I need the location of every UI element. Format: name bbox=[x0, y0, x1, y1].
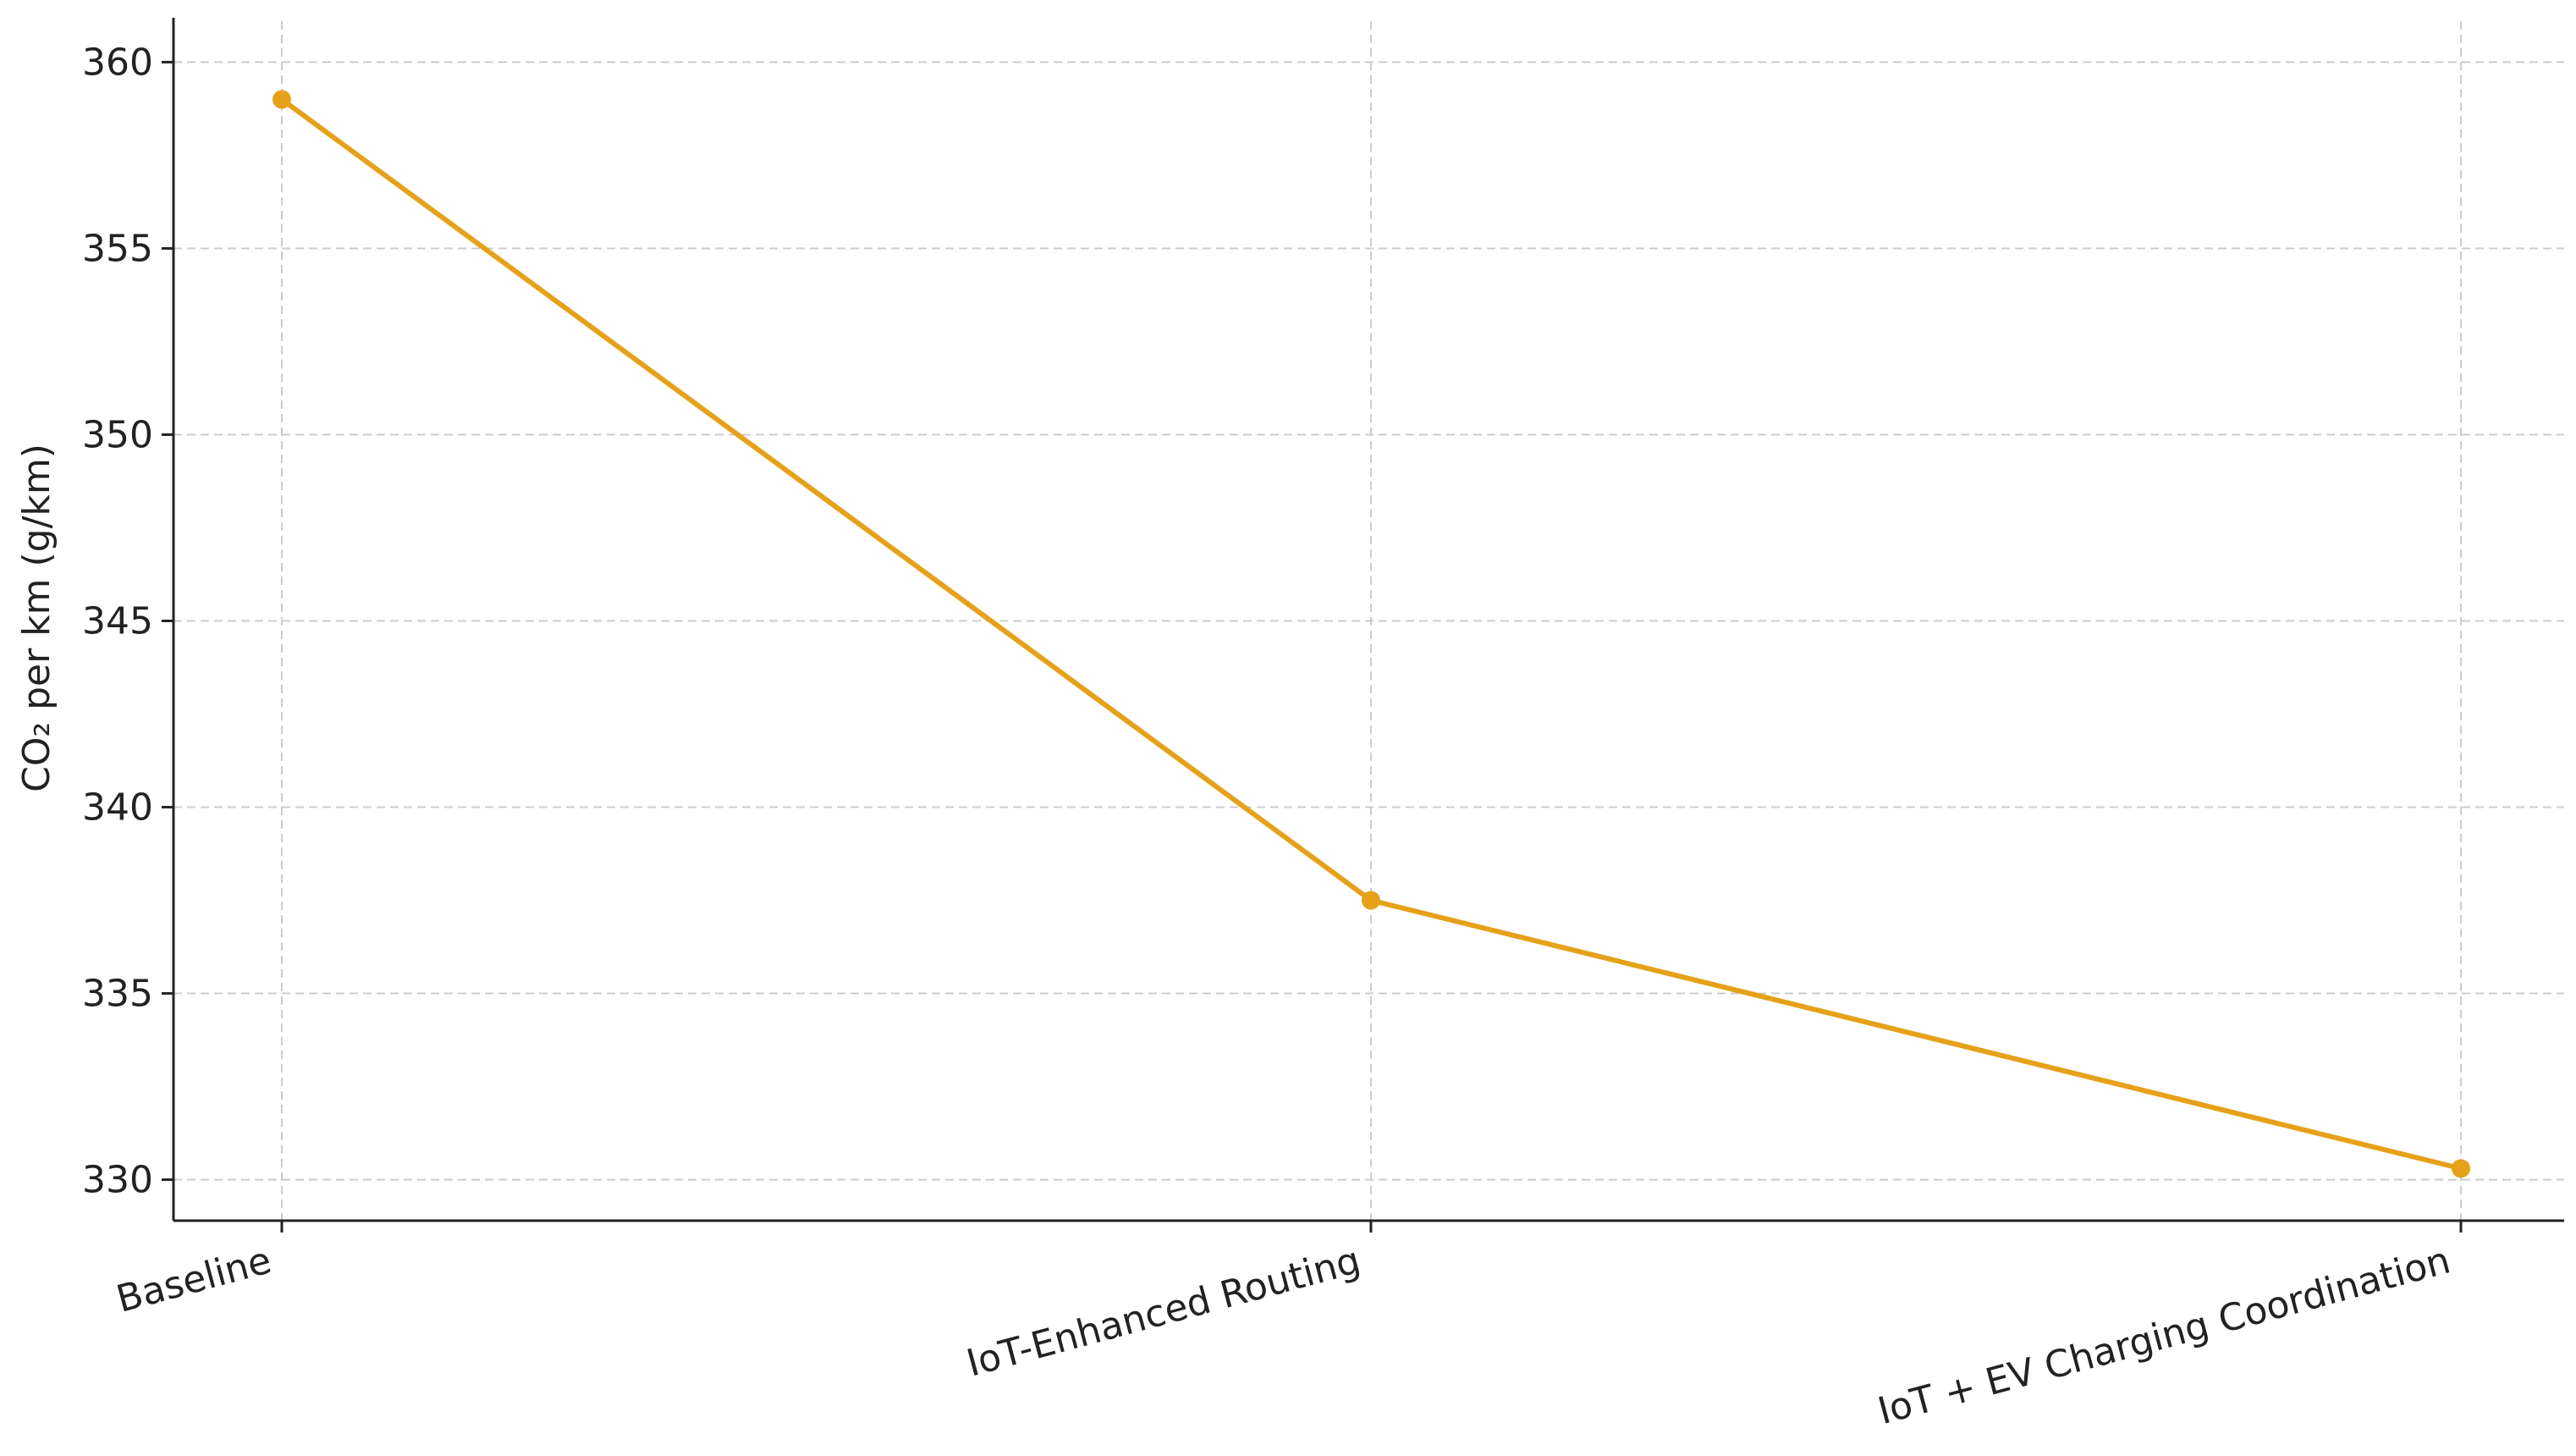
y-tick-label-5: 355 bbox=[82, 227, 153, 270]
data-point-0 bbox=[272, 90, 291, 109]
y-tick-label-0: 330 bbox=[82, 1159, 153, 1202]
axes-layer bbox=[162, 18, 2564, 1233]
data-point-2 bbox=[2452, 1159, 2470, 1178]
y-tick-label-6: 360 bbox=[82, 41, 153, 84]
x-tick-label-2: IoT + EV Charging Coordination bbox=[1874, 1238, 2455, 1433]
labels-layer: 330 335 340 345 350 355 360 Baseline IoT-Enhance… bbox=[82, 41, 2455, 1433]
y-axis-label: CO₂ per km (g/km) bbox=[15, 444, 58, 792]
grid-layer bbox=[173, 21, 2564, 1221]
x-tick-label-1: IoT-Enhanced Routing bbox=[962, 1238, 1365, 1385]
data-point-1 bbox=[1362, 891, 1380, 910]
y-tick-label-1: 335 bbox=[82, 973, 153, 1016]
x-tick-label-0: Baseline bbox=[112, 1238, 275, 1321]
y-tick-label-2: 340 bbox=[82, 786, 153, 830]
y-tick-label-3: 345 bbox=[82, 600, 153, 643]
series-layer bbox=[272, 90, 2470, 1178]
y-tick-label-4: 350 bbox=[82, 413, 153, 456]
